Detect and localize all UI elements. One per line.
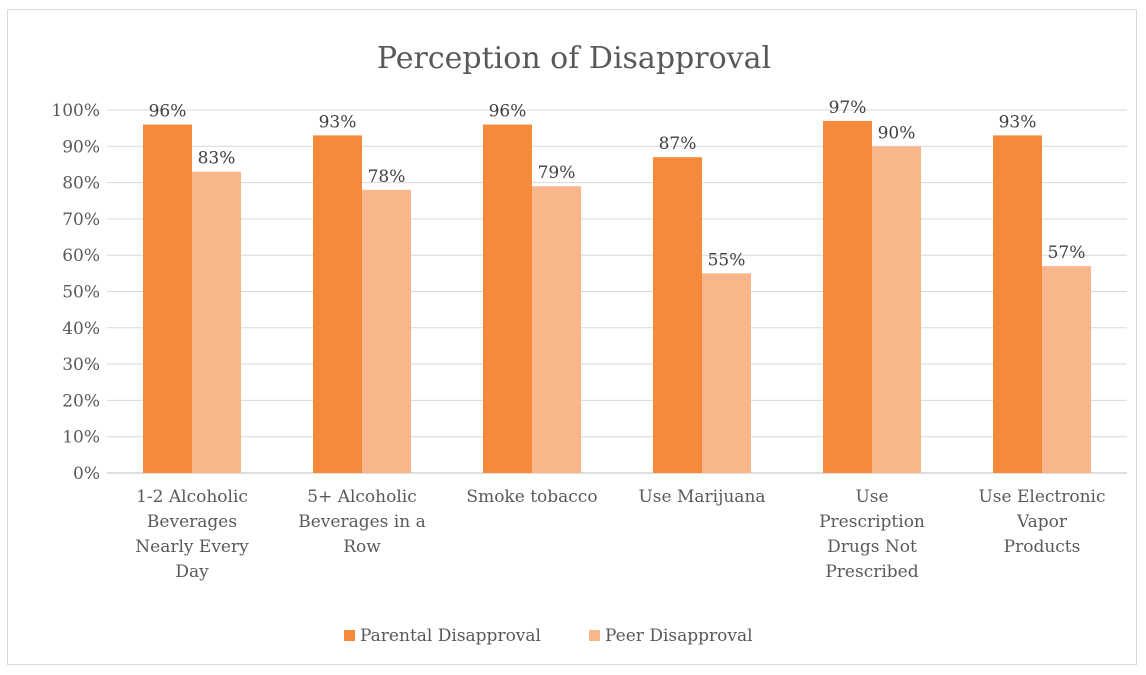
data-label: 97% (829, 98, 867, 118)
data-label: 96% (489, 102, 527, 122)
y-tick-label: 30% (62, 355, 100, 375)
x-category-label: Smoke tobacco (466, 487, 597, 507)
x-category-label: 5+ Alcoholic Beverages in a Row (298, 487, 425, 557)
y-tick-label: 0% (73, 464, 100, 484)
x-category-label: Use Prescription Drugs Not Prescribed (819, 487, 925, 582)
bar (362, 189, 411, 474)
x-category-label: Use Marijuana (638, 487, 765, 507)
bar (192, 171, 241, 473)
data-label: 87% (659, 134, 697, 154)
bar (313, 135, 362, 473)
bar (823, 120, 872, 473)
y-tick-label: 70% (62, 210, 100, 230)
bar (532, 186, 581, 474)
chart-title: Perception of Disapproval (377, 41, 771, 76)
x-category-label: 1-2 Alcoholic Beverages Nearly Every Day (135, 487, 249, 582)
legend-swatch (344, 630, 355, 641)
bars (143, 120, 1091, 474)
data-label: 96% (149, 102, 187, 122)
bar (483, 124, 532, 474)
y-tick-label: 100% (51, 101, 100, 121)
bar (702, 273, 751, 473)
y-tick-label: 90% (62, 137, 100, 157)
data-label: 83% (198, 149, 236, 169)
bar (993, 135, 1042, 473)
data-label: 79% (538, 163, 576, 183)
x-category-label: Use Electronic Vapor Products (978, 487, 1105, 557)
x-axis-categories: 1-2 Alcoholic Beverages Nearly Every Day 5+ … (135, 487, 1105, 582)
data-label: 93% (999, 112, 1037, 132)
chart-svg: Perception of Disapproval 0% 10% 20% 30% 40%… (51, 41, 1127, 646)
y-tick-label: 40% (62, 319, 100, 339)
y-tick-label: 80% (62, 174, 100, 194)
bar (1042, 266, 1091, 473)
data-label: 57% (1048, 243, 1086, 263)
legend-label: Peer Disapproval (605, 626, 753, 646)
data-label: 90% (878, 123, 916, 143)
chart-frame: Perception of Disapproval 0% 10% 20% 30% 40%… (7, 9, 1137, 665)
y-tick-label: 50% (62, 283, 100, 303)
data-label: 93% (319, 112, 357, 132)
y-tick-label: 60% (62, 246, 100, 266)
data-label: 78% (368, 167, 406, 187)
data-labels: 96% 93% 96% 87% 97% 93% 83% 78% 79% 55% 90% 57% (149, 98, 1086, 270)
legend-label: Parental Disapproval (360, 626, 541, 646)
data-label: 55% (708, 250, 746, 270)
bar (872, 146, 921, 474)
legend-swatch (589, 630, 600, 641)
legend: Parental Disapproval Peer Disapproval (344, 626, 753, 646)
y-tick-label: 10% (62, 428, 100, 448)
bar (653, 157, 702, 473)
y-tick-label: 20% (62, 391, 100, 411)
gridlines (107, 109, 1127, 474)
y-axis-ticks: 0% 10% 20% 30% 40% 50% 60% 70% 80% 90% 100% (51, 101, 100, 484)
bar (143, 124, 192, 474)
